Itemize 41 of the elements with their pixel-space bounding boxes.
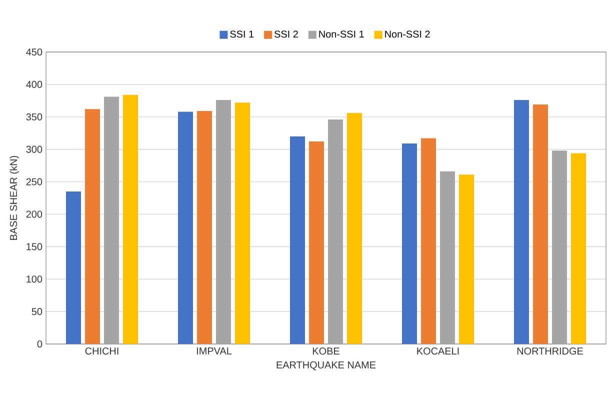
bar bbox=[104, 96, 119, 344]
y-tick-label: 350 bbox=[26, 113, 42, 120]
y-tick-label: 50 bbox=[32, 308, 42, 316]
bar bbox=[123, 94, 138, 344]
legend-label: SSI 1 bbox=[230, 30, 254, 38]
y-axis-title: BASE SHEAR (kN) bbox=[10, 156, 20, 240]
y-tick-label: 100 bbox=[26, 276, 42, 283]
bar bbox=[514, 100, 529, 344]
y-tick-label: 150 bbox=[26, 243, 42, 250]
legend-label: SSI 2 bbox=[274, 30, 298, 38]
legend-label: Non-SSI 1 bbox=[319, 30, 364, 38]
bar bbox=[85, 109, 100, 344]
x-tick-label: IMPVAL bbox=[197, 348, 232, 354]
x-tick-label: KOCAELI bbox=[417, 348, 459, 355]
y-tick-label: 0 bbox=[37, 340, 42, 348]
y-tick-label: 200 bbox=[26, 210, 42, 218]
bar bbox=[235, 102, 250, 344]
bar bbox=[459, 174, 474, 344]
bar bbox=[197, 111, 212, 344]
bar bbox=[402, 143, 417, 344]
y-tick-label: 400 bbox=[26, 80, 42, 88]
x-tick-label: CHICHI bbox=[85, 348, 118, 355]
x-tick-label: NORTHRIDGE bbox=[517, 348, 583, 355]
y-tick-label: 300 bbox=[26, 146, 42, 153]
bar bbox=[216, 100, 231, 344]
y-tick-label: 450 bbox=[26, 48, 42, 56]
bar bbox=[440, 171, 455, 344]
bar bbox=[309, 142, 324, 344]
bar bbox=[66, 192, 81, 344]
bar bbox=[328, 119, 343, 344]
bar bbox=[347, 112, 362, 344]
bar bbox=[290, 136, 305, 344]
y-tick-label: 250 bbox=[26, 178, 42, 186]
x-axis-title: EARTHQUAKE NAME bbox=[276, 361, 376, 370]
bar bbox=[552, 150, 567, 344]
legend-label: Non-SSI 2 bbox=[385, 30, 430, 38]
x-tick-label: KOBE bbox=[312, 348, 340, 355]
bar bbox=[571, 153, 586, 344]
bar bbox=[178, 112, 193, 344]
bar bbox=[421, 138, 436, 344]
bar bbox=[533, 104, 548, 344]
